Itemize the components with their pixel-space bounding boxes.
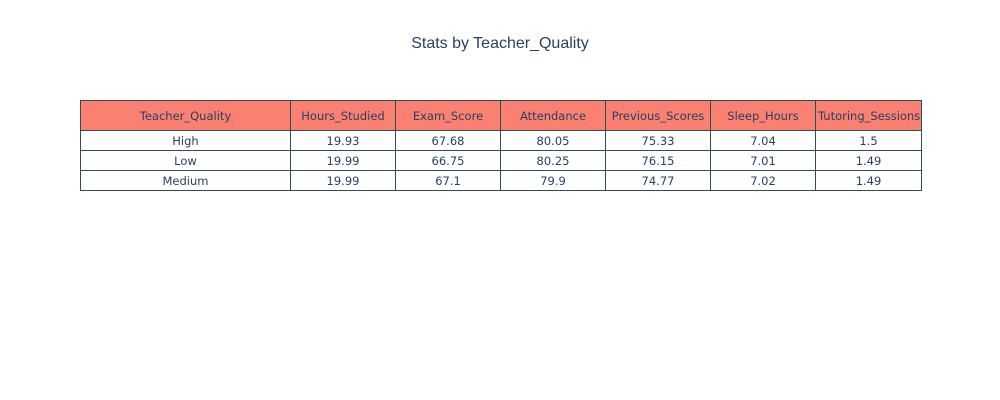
table-cell: 76.15 — [605, 150, 711, 171]
header-cell-exam-score: Exam_Score — [395, 100, 501, 131]
stats-table: Teacher_Quality Hours_Studied Exam_Score… — [80, 100, 922, 191]
chart-title: Stats by Teacher_Quality — [411, 35, 589, 52]
table-row: High 19.93 67.68 80.05 75.33 7.04 1.5 — [80, 130, 922, 151]
table-cell: 7.02 — [710, 170, 816, 191]
header-cell-tutoring-sessions: Tutoring_Sessions — [815, 100, 922, 131]
table-cell: Medium — [80, 170, 291, 191]
table-row: Medium 19.99 67.1 79.9 74.77 7.02 1.49 — [80, 170, 922, 191]
table-cell: 19.99 — [290, 150, 396, 171]
table-cell: 80.05 — [500, 130, 606, 151]
header-cell-teacher-quality: Teacher_Quality — [80, 100, 291, 131]
header-cell-hours-studied: Hours_Studied — [290, 100, 396, 131]
table-cell: 19.93 — [290, 130, 396, 151]
header-row: Teacher_Quality Hours_Studied Exam_Score… — [80, 100, 922, 131]
table-cell: 74.77 — [605, 170, 711, 191]
table-cell: High — [80, 130, 291, 151]
table-cell: 7.01 — [710, 150, 816, 171]
table-cell: 19.99 — [290, 170, 396, 191]
table-cell: 66.75 — [395, 150, 501, 171]
header-cell-previous-scores: Previous_Scores — [605, 100, 711, 131]
table-cell: 79.9 — [500, 170, 606, 191]
header-cell-sleep-hours: Sleep_Hours — [710, 100, 816, 131]
table-cell: 67.1 — [395, 170, 501, 191]
table-cell: 75.33 — [605, 130, 711, 151]
table-cell: 1.5 — [815, 130, 922, 151]
header-cell-attendance: Attendance — [500, 100, 606, 131]
table-header: Teacher_Quality Hours_Studied Exam_Score… — [80, 100, 922, 131]
table-cell: Low — [80, 150, 291, 171]
table-cell: 80.25 — [500, 150, 606, 171]
table-cell: 1.49 — [815, 150, 922, 171]
table-cell: 1.49 — [815, 170, 922, 191]
table-cell: 7.04 — [710, 130, 816, 151]
table-cell: 67.68 — [395, 130, 501, 151]
table-body: High 19.93 67.68 80.05 75.33 7.04 1.5 Lo… — [80, 130, 922, 191]
table-row: Low 19.99 66.75 80.25 76.15 7.01 1.49 — [80, 150, 922, 171]
